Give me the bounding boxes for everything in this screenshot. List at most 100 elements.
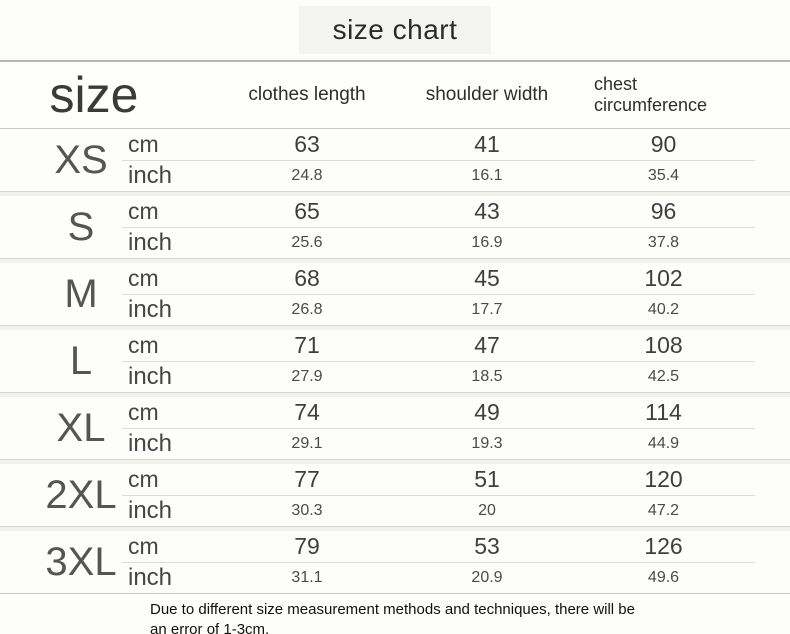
cell-clothes-length-cm: 68 <box>294 264 320 291</box>
size-row-s: S cm 65 43 96 inch 25.6 16.9 37.8 <box>0 196 790 258</box>
unit-label-inch: inch <box>128 161 173 189</box>
cell-chest-cm: 90 <box>650 130 677 157</box>
unit-label-cm: cm <box>128 532 159 559</box>
cell-shoulder-width-cm: 53 <box>474 532 500 559</box>
cell-shoulder-width-cm: 47 <box>474 331 500 358</box>
size-label: M <box>64 272 98 316</box>
unit-label-inch: inch <box>128 362 173 390</box>
cell-chest-cm: 96 <box>650 197 677 224</box>
cell-clothes-length-inch: 29.1 <box>291 434 323 452</box>
cell-clothes-length-cm: 71 <box>294 331 320 358</box>
unit-label-cm: cm <box>128 264 159 291</box>
unit-label-inch: inch <box>128 228 173 256</box>
inch-sub-row: inch 25.6 16.9 37.8 <box>122 228 790 259</box>
cell-shoulder-width-cm: 49 <box>474 398 500 425</box>
unit-label-inch: inch <box>128 563 173 591</box>
cell-chest-cm: 126 <box>644 532 683 559</box>
size-row-xl: XL cm 74 49 114 inch 29.1 19.3 44.9 <box>0 397 790 459</box>
cell-chest-cm: 102 <box>644 264 683 291</box>
inch-sub-row: inch 24.8 16.1 35.4 <box>122 161 790 192</box>
cm-sub-row: cm 74 49 114 <box>122 397 755 429</box>
unit-label-inch: inch <box>128 496 173 524</box>
unit-label-cm: cm <box>128 465 159 492</box>
cell-chest-inch: 40.2 <box>647 300 680 318</box>
size-label: 3XL <box>45 540 117 584</box>
unit-label-cm: cm <box>128 398 159 425</box>
footer: Due to different size measurement method… <box>0 593 790 634</box>
table-header-row: size clothes length shoulder width chest… <box>0 62 790 129</box>
cell-clothes-length-inch: 27.9 <box>291 367 323 385</box>
unit-label-inch: inch <box>128 295 173 323</box>
row-divider <box>0 392 790 397</box>
cell-shoulder-width-inch: 16.1 <box>471 166 503 184</box>
size-label: L <box>69 339 93 383</box>
cell-shoulder-width-cm: 43 <box>474 197 500 224</box>
cell-chest-inch: 35.4 <box>647 166 680 184</box>
cell-shoulder-width-inch: 19.3 <box>471 434 503 452</box>
cell-shoulder-width-cm: 41 <box>474 130 500 157</box>
inch-sub-row: inch 29.1 19.3 44.9 <box>122 429 790 460</box>
cell-clothes-length-inch: 26.8 <box>291 300 323 318</box>
cell-shoulder-width-inch: 17.7 <box>471 300 503 318</box>
inch-sub-row: inch 30.3 20 47.2 <box>122 496 790 527</box>
cell-chest-inch: 44.9 <box>647 434 680 452</box>
title-band: size chart <box>0 0 790 62</box>
size-label: XL <box>56 406 106 450</box>
row-divider <box>0 526 790 531</box>
cell-clothes-length-cm: 77 <box>294 465 320 492</box>
cell-chest-cm: 108 <box>644 331 683 358</box>
cell-chest-inch: 49.6 <box>647 568 680 586</box>
size-label: S <box>67 205 95 249</box>
cell-clothes-length-cm: 79 <box>294 532 320 559</box>
size-label: 2XL <box>45 473 117 517</box>
inch-sub-row: inch 27.9 18.5 42.5 <box>122 362 790 393</box>
cell-shoulder-width-inch: 20.9 <box>471 568 503 586</box>
measurement-error-note: Due to different size measurement method… <box>150 601 635 634</box>
cell-shoulder-width-cm: 51 <box>474 465 500 492</box>
size-row-m: M cm 68 45 102 inch 26.8 17.7 40.2 <box>0 263 790 325</box>
cell-clothes-length-cm: 74 <box>294 398 320 425</box>
cell-chest-inch: 47.2 <box>647 501 680 519</box>
size-row-3xl: 3XL cm 79 53 126 inch 31.1 20.9 49.6 <box>0 531 790 593</box>
cm-sub-row: cm 71 47 108 <box>122 330 755 362</box>
cell-clothes-length-cm: 63 <box>294 130 320 157</box>
size-row-xs: XS cm 63 41 90 inch 24.8 16.1 35.4 <box>0 129 790 191</box>
column-header-chest-circumference: chest circumference <box>594 74 708 115</box>
row-divider <box>0 325 790 330</box>
cell-clothes-length-cm: 65 <box>294 197 320 224</box>
row-divider <box>0 459 790 464</box>
size-column-header: size <box>49 67 139 123</box>
cell-chest-cm: 114 <box>645 398 682 425</box>
cell-chest-inch: 42.5 <box>647 367 680 385</box>
cell-clothes-length-inch: 24.8 <box>291 166 323 184</box>
cell-shoulder-width-inch: 20 <box>478 501 496 519</box>
column-header-clothes-length: clothes length <box>248 84 366 105</box>
inch-sub-row: inch 31.1 20.9 49.6 <box>122 563 790 594</box>
column-header-shoulder-width: shoulder width <box>425 84 549 105</box>
cell-chest-inch: 37.8 <box>647 233 680 251</box>
row-divider <box>0 258 790 263</box>
row-divider <box>0 191 790 196</box>
size-label: XS <box>54 138 108 182</box>
cell-shoulder-width-inch: 18.5 <box>471 367 503 385</box>
cell-shoulder-width-cm: 45 <box>474 264 500 291</box>
unit-label-inch: inch <box>128 429 173 457</box>
cm-sub-row: cm 79 53 126 <box>122 531 755 563</box>
size-row-2xl: 2XL cm 77 51 120 inch 30.3 20 47.2 <box>0 464 790 526</box>
page-title: size chart <box>298 6 492 54</box>
cell-clothes-length-inch: 30.3 <box>291 501 323 519</box>
unit-label-cm: cm <box>128 331 159 358</box>
cm-sub-row: cm 63 41 90 <box>122 129 755 161</box>
cell-clothes-length-inch: 31.1 <box>291 568 323 586</box>
unit-label-cm: cm <box>128 197 159 224</box>
size-row-l: L cm 71 47 108 inch 27.9 18.5 42.5 <box>0 330 790 392</box>
cell-shoulder-width-inch: 16.9 <box>471 233 503 251</box>
cell-chest-cm: 120 <box>644 465 683 492</box>
cell-clothes-length-inch: 25.6 <box>291 233 323 251</box>
cm-sub-row: cm 77 51 120 <box>122 464 755 496</box>
cm-sub-row: cm 65 43 96 <box>122 196 755 228</box>
inch-sub-row: inch 26.8 17.7 40.2 <box>122 295 790 326</box>
cm-sub-row: cm 68 45 102 <box>122 263 755 295</box>
unit-label-cm: cm <box>128 130 159 157</box>
